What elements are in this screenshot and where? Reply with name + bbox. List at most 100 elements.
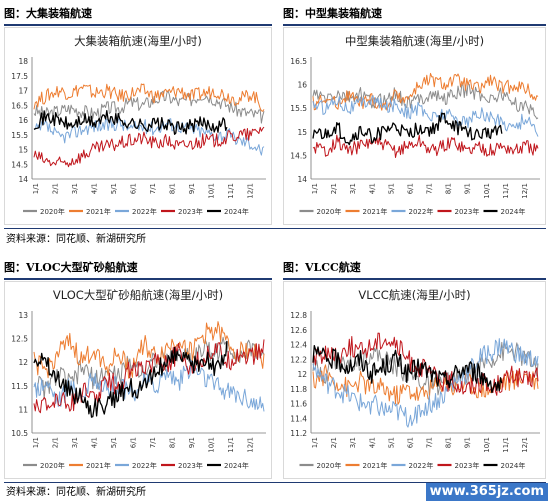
series-line-1 xyxy=(312,364,539,405)
chart-title: VLOC大型矿砂船航速(海里/小时) xyxy=(53,288,223,302)
y-tick-label: 16 xyxy=(18,116,28,125)
series-line-4 xyxy=(312,344,503,394)
x-tick-label: 4/1 xyxy=(368,437,376,448)
vlcc-speed-chart: VLCC航速(海里/小时) 11.2 11.4 11.6 11.8 12 12.2 12.4 1… xyxy=(290,288,540,470)
vloc-speed-chart: VLOC大型矿砂船航速(海里/小时) 10.5 11 11.5 12 12.5 13 1/1 2… xyxy=(11,288,266,470)
series-line-0 xyxy=(33,90,265,124)
legend-label: 2024年 xyxy=(501,207,526,216)
legend-label: 2024年 xyxy=(224,461,249,470)
x-tick-label: 11/1 xyxy=(227,183,235,199)
y-tick-label: 12 xyxy=(297,370,307,379)
series-line-1 xyxy=(33,321,265,379)
x-tick-label: 5/1 xyxy=(110,183,118,194)
y-tick-label: 15.5 xyxy=(290,104,307,113)
legend-label: 2022年 xyxy=(409,207,434,216)
y-tick-label: 12.5 xyxy=(11,335,28,344)
x-tick-label: 7/1 xyxy=(426,183,434,194)
legend-label: 2022年 xyxy=(132,207,157,216)
legend-label: 2023年 xyxy=(178,207,203,216)
legend-label: 2020年 xyxy=(317,461,342,470)
x-tick-label: 11/1 xyxy=(502,437,510,453)
large-container-speed-chart: 大集装箱航速(海里/小时) 14 14.5 15 15.5 16 16.5 17 17.5 18 1… xyxy=(11,34,266,216)
x-tick-label: 2/1 xyxy=(330,437,338,448)
x-tick-label: 8/1 xyxy=(445,437,453,448)
y-tick-label: 11.8 xyxy=(290,385,307,394)
x-tick-label: 4/1 xyxy=(91,183,99,194)
legend-label: 2024年 xyxy=(501,461,526,470)
legend-label: 2024年 xyxy=(224,207,249,216)
y-tick-label: 14 xyxy=(18,175,28,184)
x-tick-label: 4/1 xyxy=(91,437,99,448)
series-line-4 xyxy=(33,340,228,418)
series-line-3 xyxy=(33,126,265,168)
y-tick-label: 11.6 xyxy=(290,400,307,409)
x-tick-label: 9/1 xyxy=(188,183,196,194)
series-line-1 xyxy=(33,83,265,112)
source-note: 资料来源：同花顺、新湖研究所 xyxy=(6,234,146,245)
series-line-4 xyxy=(312,112,503,146)
x-tick-label: 5/1 xyxy=(387,183,395,194)
y-tick-label: 16.5 xyxy=(290,57,307,66)
y-tick-label: 11.2 xyxy=(290,429,307,438)
legend-label: 2021年 xyxy=(86,207,111,216)
y-tick-label: 18 xyxy=(18,57,28,66)
x-tick-label: 12/1 xyxy=(521,437,529,453)
y-tick-label: 15 xyxy=(18,146,28,155)
series-line-4 xyxy=(33,110,228,135)
x-tick-label: 1/1 xyxy=(32,437,40,448)
y-tick-label: 14 xyxy=(297,175,307,184)
source-note: 资料来源：同花顺、新湖研究所 xyxy=(6,487,146,498)
x-tick-label: 4/1 xyxy=(368,183,376,194)
chart-title: 中型集装箱航速(海里/小时) xyxy=(345,34,484,48)
heading-rule xyxy=(283,24,546,26)
x-tick-label: 3/1 xyxy=(349,183,357,194)
panel-heading-medium-container: 图：中型集装箱航速 xyxy=(283,7,382,20)
chart-frame xyxy=(4,281,272,479)
panel-heading-vlcc: 图：VLCC航速 xyxy=(283,261,361,274)
x-tick-label: 11/1 xyxy=(502,183,510,199)
y-tick-label: 15.5 xyxy=(11,131,28,140)
y-tick-label: 14.5 xyxy=(11,160,28,169)
y-tick-label: 13 xyxy=(18,311,28,320)
x-tick-label: 1/1 xyxy=(311,183,319,194)
y-tick-label: 12.8 xyxy=(290,311,307,320)
y-tick-label: 17.5 xyxy=(11,72,28,81)
y-tick-label: 16 xyxy=(297,81,307,90)
x-tick-label: 10/1 xyxy=(483,183,491,199)
legend-label: 2023年 xyxy=(455,461,480,470)
chart-frame xyxy=(283,27,546,225)
panel-heading-large-container: 图：大集装箱航速 xyxy=(4,7,92,20)
x-tick-label: 10/1 xyxy=(483,437,491,453)
x-tick-label: 12/1 xyxy=(247,437,255,453)
heading-rule xyxy=(4,24,272,26)
legend-label: 2021年 xyxy=(363,207,388,216)
y-tick-label: 14.5 xyxy=(290,151,307,160)
y-tick-label: 16.5 xyxy=(11,101,28,110)
x-tick-label: 1/1 xyxy=(311,437,319,448)
source-rule xyxy=(4,482,546,483)
chart-title: 大集装箱航速(海里/小时) xyxy=(74,34,202,48)
y-tick-label: 15 xyxy=(297,128,307,137)
x-tick-label: 6/1 xyxy=(130,437,138,448)
legend-label: 2020年 xyxy=(317,207,342,216)
chart-frame xyxy=(4,27,272,225)
x-tick-label: 3/1 xyxy=(71,437,79,448)
x-tick-label: 1/1 xyxy=(32,183,40,194)
series-line-0 xyxy=(312,341,539,396)
y-tick-label: 12 xyxy=(18,358,28,367)
chart-frame xyxy=(283,281,546,479)
x-tick-label: 8/1 xyxy=(169,183,177,194)
legend-label: 2021年 xyxy=(86,461,111,470)
heading-rule xyxy=(283,278,546,280)
series-line-3 xyxy=(312,134,539,158)
x-tick-label: 6/1 xyxy=(406,437,414,448)
panel-heading-vloc: 图：VLOC大型矿砂船航速 xyxy=(4,261,138,274)
x-tick-label: 7/1 xyxy=(149,183,157,194)
legend-label: 2023年 xyxy=(455,207,480,216)
y-tick-label: 12.2 xyxy=(290,355,307,364)
legend-label: 2020年 xyxy=(40,207,65,216)
x-tick-label: 12/1 xyxy=(521,183,529,199)
legend-label: 2022年 xyxy=(409,461,434,470)
y-tick-label: 11.4 xyxy=(290,414,307,423)
heading-rule xyxy=(4,278,272,280)
